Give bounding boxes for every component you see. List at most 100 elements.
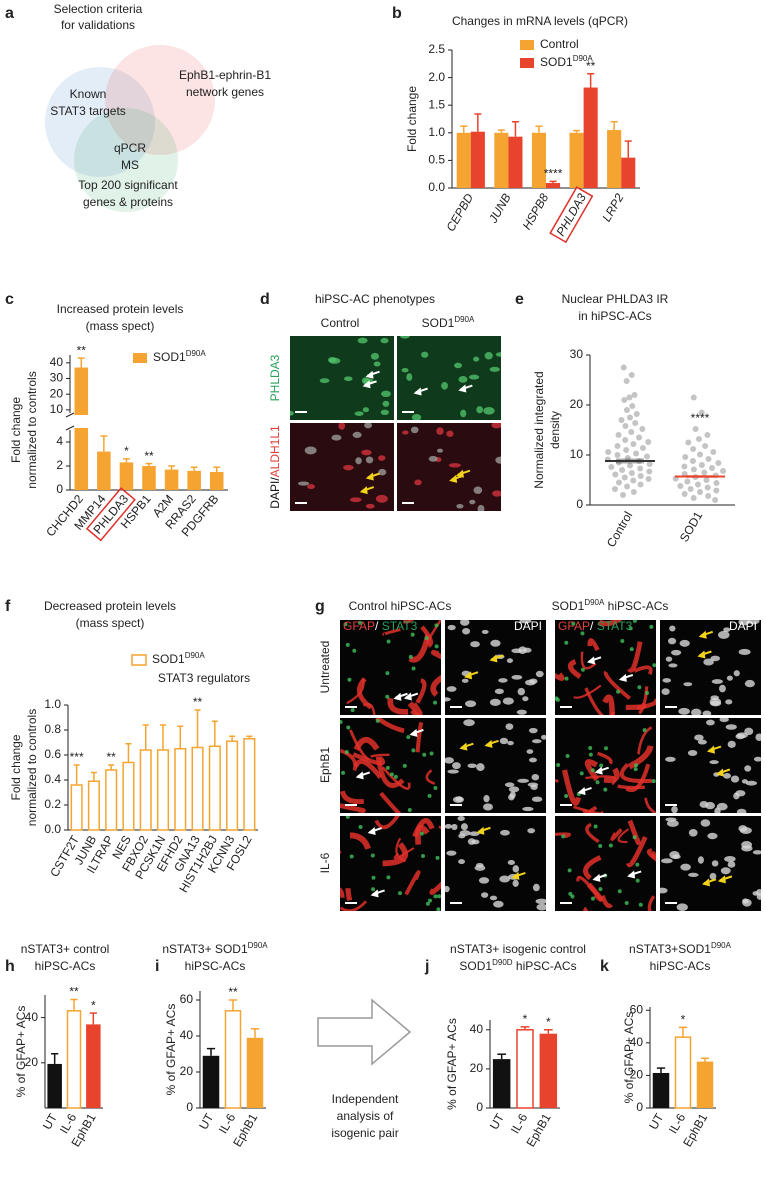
gfap-fibre — [586, 882, 604, 902]
micrograph — [555, 620, 656, 715]
cell — [445, 885, 450, 893]
cell — [420, 854, 425, 859]
data-point — [645, 439, 652, 445]
gfap-fibre — [415, 678, 427, 704]
cell — [460, 620, 470, 626]
significance: ** — [144, 449, 154, 463]
x-tick-label: UT — [196, 1111, 216, 1132]
arrow-head — [455, 469, 464, 478]
cell — [386, 875, 391, 880]
gfap-fibre — [430, 674, 441, 697]
cell — [507, 859, 516, 866]
cell — [741, 841, 753, 849]
cell — [702, 710, 712, 715]
cell — [717, 630, 730, 639]
data-point — [695, 436, 702, 442]
cell — [727, 740, 736, 748]
cell — [642, 728, 647, 733]
data-point — [713, 487, 720, 494]
text-part: DAPI — [514, 619, 542, 633]
chart-title: nSTAT3+ control — [21, 942, 110, 956]
data-point — [630, 477, 637, 484]
y-tick-label: 0.0 — [44, 822, 61, 836]
cell — [580, 631, 585, 636]
y-tick-label: 0 — [56, 482, 63, 496]
data-point — [637, 465, 644, 472]
cell — [617, 889, 622, 894]
bar — [246, 1037, 264, 1108]
cell — [349, 854, 354, 859]
y-tick-label: 40 — [25, 1010, 39, 1024]
bar — [97, 451, 111, 490]
data-point — [621, 474, 628, 481]
gfap-fibre — [382, 842, 408, 867]
cell — [429, 751, 434, 756]
gfap-fibre — [429, 881, 441, 896]
panel-label: a — [5, 5, 14, 22]
data-point — [684, 478, 691, 485]
bar — [607, 130, 622, 188]
cell — [454, 362, 463, 369]
y-tick-label: 40 — [470, 1022, 484, 1036]
cells — [555, 726, 656, 813]
cell — [755, 733, 761, 741]
significance: *** — [70, 750, 84, 764]
cell — [498, 678, 508, 683]
panel-label: g — [315, 598, 325, 615]
cell — [720, 867, 731, 875]
micrograph — [445, 816, 546, 911]
micrograph — [445, 718, 546, 813]
bar — [174, 748, 187, 831]
cell — [588, 752, 593, 757]
x-tick-label: IL-6 — [508, 1111, 531, 1136]
legend-label: SOD1D90A — [152, 651, 205, 667]
venn-center: qPCR — [114, 141, 146, 155]
gfap-fibre — [420, 625, 434, 648]
cells — [343, 620, 441, 715]
channel-label: GFAP/ STAT3 — [558, 619, 633, 633]
micrograph-background — [290, 336, 394, 420]
cell — [378, 468, 387, 476]
x-tick-label: LRP2 — [599, 191, 626, 224]
data-point — [614, 452, 621, 458]
data-point — [620, 364, 627, 371]
text-part: STAT3 — [597, 619, 633, 633]
cell — [506, 658, 514, 663]
arrow-head — [355, 771, 364, 780]
gfap-fibre — [610, 828, 623, 841]
cells — [340, 816, 441, 911]
cell — [344, 750, 349, 755]
arrow-head — [476, 826, 485, 835]
gfap-fibre — [583, 906, 589, 911]
y-tick-label: 20 — [630, 1068, 644, 1082]
cell — [495, 456, 501, 464]
arrow-note: Independent — [332, 1092, 399, 1106]
cell — [458, 833, 466, 839]
cell — [532, 883, 540, 892]
cell — [753, 756, 761, 762]
arrow-head — [594, 766, 603, 775]
cell — [469, 499, 476, 505]
cell — [710, 655, 720, 662]
venn-circle — [105, 45, 215, 155]
bar — [546, 183, 561, 188]
cell — [436, 427, 444, 435]
cell — [476, 763, 485, 772]
data-point — [704, 484, 711, 491]
cell — [744, 679, 755, 688]
arrow-head — [362, 380, 371, 389]
cell — [590, 768, 595, 773]
text-part: SOD1 — [152, 652, 185, 666]
gfap-fibre — [573, 805, 604, 813]
panel-label: c — [5, 291, 14, 308]
cell — [471, 839, 480, 845]
bar — [226, 740, 239, 831]
cell — [635, 862, 640, 867]
column-label: Control — [321, 316, 360, 330]
data-point — [690, 495, 697, 501]
data-point — [645, 476, 652, 482]
cell — [402, 763, 407, 768]
gfap-fibre — [638, 686, 649, 715]
cell — [447, 769, 459, 774]
